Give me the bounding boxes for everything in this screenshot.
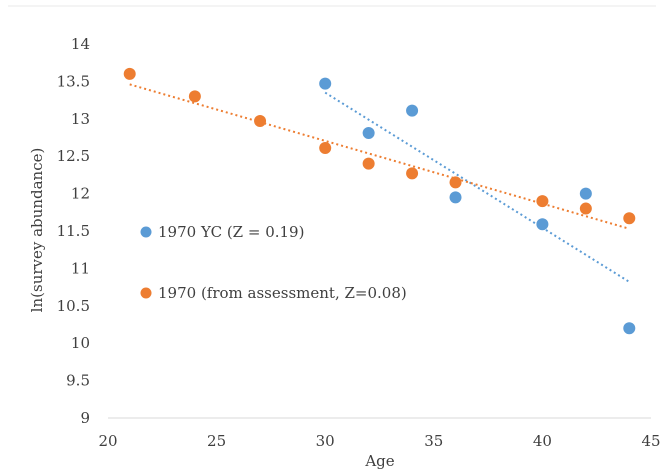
legend-label-series-1: 1970 YC (Z = 0.19) xyxy=(158,223,304,241)
data-point-series-2 xyxy=(449,176,462,189)
y-tick-label: 14 xyxy=(71,35,90,53)
data-point-series-1 xyxy=(406,104,419,117)
y-tick-label: 13.5 xyxy=(57,72,90,90)
x-tick-label: 30 xyxy=(316,432,335,450)
x-tick-label: 25 xyxy=(207,432,226,450)
y-tick-label: 11 xyxy=(71,259,90,277)
y-tick-label: 10 xyxy=(71,334,90,352)
data-point-series-2 xyxy=(123,67,136,80)
x-tick-label: 35 xyxy=(424,432,443,450)
y-tick-label: 13 xyxy=(71,110,90,128)
x-tick-label: 40 xyxy=(533,432,552,450)
data-point-series-2 xyxy=(623,212,636,225)
data-point-series-1 xyxy=(579,187,592,200)
y-tick-label: 12.5 xyxy=(57,147,90,165)
y-tick-label: 11.5 xyxy=(57,222,90,240)
data-point-series-2 xyxy=(406,167,419,180)
trendlines xyxy=(129,83,630,283)
y-axis-label: ln(survey abundance) xyxy=(28,148,46,313)
data-points xyxy=(123,67,636,335)
x-tick-label: 45 xyxy=(641,432,660,450)
y-tick-label: 12 xyxy=(71,185,90,203)
data-point-series-2 xyxy=(188,90,201,103)
data-point-series-2 xyxy=(362,157,375,170)
axes: 20 25 30 35 40 45 9 9.5 10 10.5 11 11.5 12 12.5 13 13.5… xyxy=(57,35,661,450)
legend-marker-series-2 xyxy=(140,287,152,299)
data-point-series-1 xyxy=(449,191,462,204)
y-tick-label: 10.5 xyxy=(57,297,90,315)
trendline-series-1 xyxy=(324,91,630,283)
trendline-series-2 xyxy=(129,83,630,230)
data-point-series-2 xyxy=(319,141,332,154)
data-point-series-2 xyxy=(254,115,267,128)
data-point-series-1 xyxy=(536,218,549,231)
legend: 1970 YC (Z = 0.19) 1970 (from assessment,… xyxy=(140,223,407,302)
data-point-series-2 xyxy=(536,195,549,208)
x-tick-label: 20 xyxy=(98,432,117,450)
x-axis-label: Age xyxy=(364,452,394,470)
legend-marker-series-1 xyxy=(140,226,152,238)
data-point-series-1 xyxy=(319,77,332,90)
y-tick-label: 9 xyxy=(80,409,90,427)
y-tick-label: 9.5 xyxy=(66,372,90,390)
data-point-series-1 xyxy=(362,127,375,140)
data-point-series-1 xyxy=(623,322,636,335)
legend-label-series-2: 1970 (from assessment, Z=0.08) xyxy=(158,284,407,302)
data-point-series-2 xyxy=(579,202,592,215)
